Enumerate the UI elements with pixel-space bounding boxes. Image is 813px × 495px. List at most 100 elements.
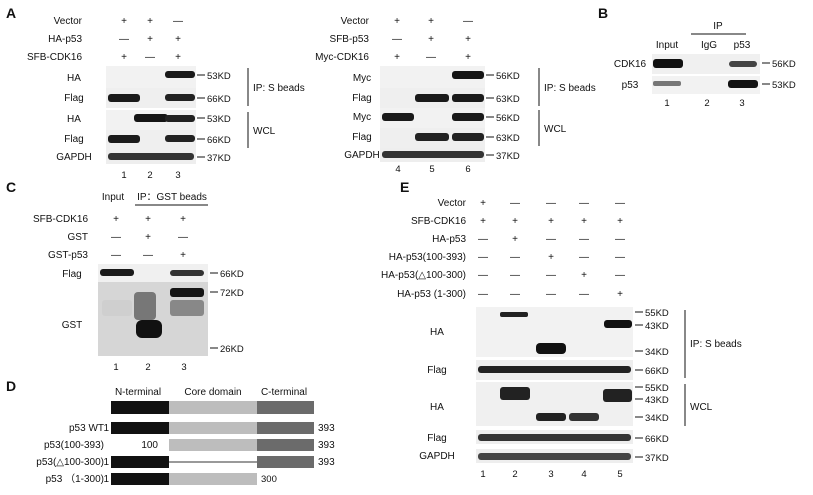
sign: —: [173, 16, 183, 27]
band: [102, 300, 132, 316]
row-label: Flag: [352, 93, 371, 104]
sign: +: [180, 214, 186, 225]
sign: +: [548, 252, 554, 263]
band: [170, 300, 204, 316]
mw-label: 43KD: [645, 395, 669, 406]
mw-label: 37KD: [496, 151, 520, 162]
band: [536, 413, 566, 421]
sign: +: [480, 216, 486, 227]
mw-label: 66KD: [207, 94, 231, 105]
ip-label: IP: S beads: [253, 83, 305, 94]
mw-label: 53KD: [207, 114, 231, 125]
mw-label: 72KD: [220, 288, 244, 299]
band: [108, 153, 194, 160]
domain-label: Core domain: [184, 387, 241, 398]
panel-e-letter: E: [400, 179, 409, 195]
sign: —: [546, 234, 556, 245]
band: [165, 115, 195, 122]
n-terminal-segment: [111, 456, 169, 468]
sign: —: [111, 232, 121, 243]
cond-label: Vector: [341, 16, 370, 27]
panel-b: B IP Input IgG p53 CDK16 p53 56KD 53KD 1…: [598, 5, 796, 109]
construct-name: p53(△100-300): [36, 457, 104, 468]
cond-label: HA-p53: [432, 234, 466, 245]
lane-number: 5: [429, 164, 434, 175]
lane-number: 1: [113, 362, 118, 373]
mw-label: 55KD: [645, 383, 669, 394]
sign: +: [428, 16, 434, 27]
sign: —: [119, 34, 129, 45]
sign: —: [111, 250, 121, 261]
panel-e: E Vector SFB-CDK16 HA-p53 HA-p53(100-393…: [381, 179, 742, 480]
sign: +: [147, 34, 153, 45]
cond-label: Myc-CDK16: [315, 52, 369, 63]
mw-label: 37KD: [645, 453, 669, 464]
c-terminal-segment: [257, 422, 314, 434]
band: [452, 71, 484, 79]
band: [415, 94, 449, 102]
sign: —: [478, 270, 488, 281]
lane-number: 4: [395, 164, 400, 175]
sign: —: [478, 234, 488, 245]
cond-label: SFB-CDK16: [27, 52, 82, 63]
row-label: Myc: [353, 112, 371, 123]
mw-label: 66KD: [645, 366, 669, 377]
lane-number: 4: [581, 469, 586, 480]
ip-label: IP: S beads: [544, 83, 596, 94]
band: [452, 133, 484, 141]
lane-number: 3: [548, 469, 553, 480]
domain-label: C-terminal: [261, 387, 307, 398]
panel-a-right: Vector SFB-p53 Myc-CDK16 + + — — + + + —…: [315, 16, 596, 175]
mw-label: 34KD: [645, 413, 669, 424]
panel-e-sign-grid: + — — — — + + + + + — + — — — — — + — — — — — + — — — — — +: [478, 198, 625, 300]
sign: —: [426, 52, 436, 63]
c-terminal-segment: [257, 439, 314, 451]
lane-number: 2: [145, 362, 150, 373]
band: [653, 81, 681, 86]
sign: —: [510, 270, 520, 281]
sign: —: [546, 270, 556, 281]
mw-label: 66KD: [220, 269, 244, 280]
row-label: HA: [67, 114, 81, 125]
core-segment: [169, 473, 257, 485]
sign: +: [617, 289, 623, 300]
sign: +: [113, 214, 119, 225]
band: [569, 413, 599, 421]
row-label: GAPDH: [56, 152, 92, 163]
sign: +: [394, 16, 400, 27]
row-label: Flag: [62, 269, 81, 280]
mw-label: 66KD: [645, 434, 669, 445]
panel-c: C Input IP：GST beads SFB-CDK16 GST GST-p…: [6, 179, 244, 373]
band: [108, 135, 140, 143]
sign: +: [175, 52, 181, 63]
band: [382, 113, 414, 121]
sign: +: [480, 198, 486, 209]
sign: —: [178, 232, 188, 243]
sign: —: [615, 234, 625, 245]
band: [170, 288, 204, 297]
band: [108, 94, 140, 102]
sign: —: [615, 270, 625, 281]
cond-label: HA-p53(△100-300): [381, 270, 466, 281]
mw-label: 56KD: [772, 59, 796, 70]
wcl-label: WCL: [253, 126, 276, 137]
mw-label: 53KD: [772, 80, 796, 91]
band: [653, 59, 683, 68]
ip-label: IP: S beads: [690, 339, 742, 350]
panel-b-letter: B: [598, 5, 608, 21]
sign: —: [478, 252, 488, 263]
panel-a-left: Vector HA-p53 SFB-CDK16 + + — — + + + — …: [27, 16, 305, 181]
cond-label: SFB-CDK16: [411, 216, 466, 227]
core-domain: [169, 401, 257, 414]
cond-label: SFB-CDK16: [33, 214, 88, 225]
sign: —: [615, 252, 625, 263]
construct-name: p53 （1-300): [46, 473, 104, 485]
lane-number: 6: [465, 164, 470, 175]
sign: —: [392, 34, 402, 45]
blot-strip: [106, 88, 196, 108]
c-terminal-segment: [257, 456, 314, 468]
band: [452, 113, 484, 121]
sign: +: [465, 52, 471, 63]
band: [452, 94, 484, 102]
header-input: Input: [102, 192, 124, 203]
